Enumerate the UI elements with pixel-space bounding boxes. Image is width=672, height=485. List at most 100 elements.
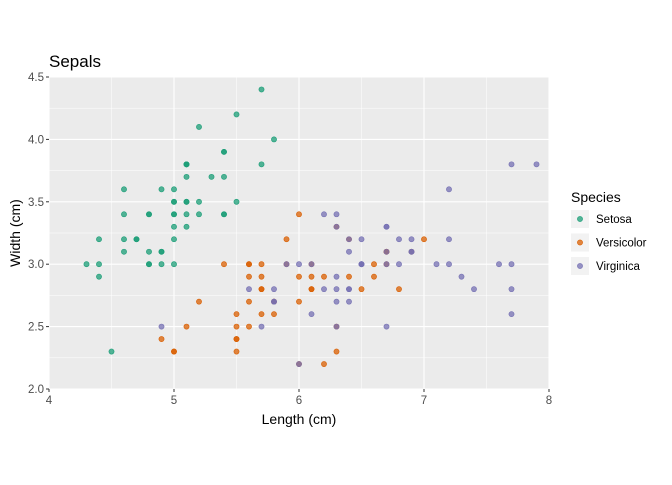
data-point-versicolor (296, 298, 302, 305)
data-point-virginica (333, 273, 340, 280)
data-point-virginica (496, 261, 502, 268)
data-point-versicolor (258, 311, 265, 318)
data-point-versicolor (246, 261, 252, 268)
data-point-virginica (321, 211, 327, 218)
legend-symbol-virginica (577, 263, 583, 269)
data-point-virginica (408, 236, 415, 243)
data-point-versicolor (196, 298, 202, 305)
y-tick-label: 2.5 (28, 322, 44, 334)
data-point-setosa (108, 348, 115, 355)
data-point-setosa (158, 261, 165, 268)
data-point-virginica (383, 261, 390, 268)
data-point-versicolor (371, 261, 377, 268)
data-point-virginica (333, 323, 340, 330)
data-point-setosa (96, 236, 102, 243)
data-point-setosa (196, 198, 202, 205)
data-point-versicolor (421, 236, 427, 243)
data-point-setosa (133, 236, 140, 243)
data-point-versicolor (271, 311, 277, 318)
data-point-versicolor (296, 273, 302, 280)
data-point-setosa (258, 86, 265, 93)
y-tick-label: 4.0 (28, 134, 44, 146)
x-tick-label: 7 (421, 395, 427, 407)
data-point-versicolor (233, 336, 240, 342)
data-point-setosa (146, 248, 152, 255)
data-point-virginica (158, 323, 165, 330)
data-point-virginica (358, 236, 365, 243)
data-point-setosa (196, 124, 202, 130)
data-point-setosa (183, 161, 190, 168)
legend-label: Versicolor (596, 238, 647, 250)
data-point-versicolor (233, 311, 240, 318)
data-point-virginica (508, 261, 515, 268)
data-point-virginica (446, 186, 452, 193)
data-point-virginica (396, 261, 402, 268)
y-axis-label: Width (cm) (7, 199, 23, 267)
data-point-setosa (233, 111, 240, 118)
data-point-setosa (171, 223, 177, 230)
data-point-virginica (408, 248, 415, 255)
x-tick-label: 5 (171, 395, 177, 407)
data-point-setosa (171, 261, 177, 268)
data-point-versicolor (233, 323, 240, 330)
data-point-versicolor (358, 286, 365, 293)
data-point-setosa (271, 136, 277, 143)
data-point-versicolor (308, 273, 315, 280)
data-point-versicolor (221, 261, 227, 268)
data-point-setosa (171, 211, 177, 218)
data-point-virginica (383, 323, 390, 330)
data-point-virginica (471, 286, 477, 293)
data-point-versicolor (321, 273, 327, 280)
y-tick-label: 4.5 (28, 72, 44, 84)
data-point-setosa (146, 261, 152, 268)
data-point-virginica (296, 261, 302, 268)
data-point-setosa (171, 236, 177, 243)
data-point-setosa (158, 248, 165, 255)
data-point-virginica (333, 298, 340, 305)
data-point-versicolor (296, 211, 302, 218)
data-point-setosa (258, 161, 265, 168)
data-point-virginica (346, 236, 352, 243)
data-point-versicolor (258, 286, 265, 293)
data-point-virginica (271, 298, 277, 305)
data-point-setosa (121, 248, 127, 255)
data-point-virginica (396, 236, 402, 243)
data-point-setosa (121, 236, 127, 243)
data-point-versicolor (158, 336, 165, 342)
points (83, 86, 540, 367)
data-point-virginica (433, 261, 440, 268)
data-point-versicolor (346, 273, 352, 280)
legend-symbol-setosa (577, 216, 583, 222)
data-point-setosa (196, 211, 202, 218)
y-tick-label: 3.0 (28, 259, 44, 271)
data-point-virginica (383, 223, 390, 230)
data-point-versicolor (371, 273, 377, 280)
data-point-setosa (96, 273, 102, 280)
data-point-virginica (458, 273, 465, 280)
data-point-setosa (183, 223, 190, 230)
data-point-virginica (346, 298, 352, 305)
x-tick-label: 6 (296, 395, 302, 407)
data-point-virginica (283, 261, 290, 268)
legend: Species Setosa Versicolor Virginica (571, 189, 647, 275)
data-point-versicolor (396, 286, 402, 293)
axes: 4 5 6 7 8 2.0 2.5 3.0 3.5 4.0 4.5 (28, 72, 552, 407)
data-point-virginica (308, 311, 315, 318)
data-point-versicolor (283, 236, 290, 243)
legend-title: Species (571, 189, 621, 205)
legend-label: Setosa (596, 214, 632, 226)
data-point-setosa (146, 211, 152, 218)
data-point-setosa (221, 211, 227, 218)
data-point-setosa (158, 186, 165, 193)
data-point-virginica (258, 323, 265, 330)
x-tick-label: 4 (46, 395, 53, 407)
x-tick-label: 8 (546, 395, 552, 407)
legend-symbol-versicolor (577, 239, 583, 246)
data-point-versicolor (333, 348, 340, 355)
data-point-versicolor (258, 261, 265, 268)
data-point-virginica (508, 161, 515, 168)
chart-title: Sepals (49, 52, 101, 71)
data-point-versicolor (308, 286, 315, 293)
data-point-virginica (508, 286, 515, 293)
